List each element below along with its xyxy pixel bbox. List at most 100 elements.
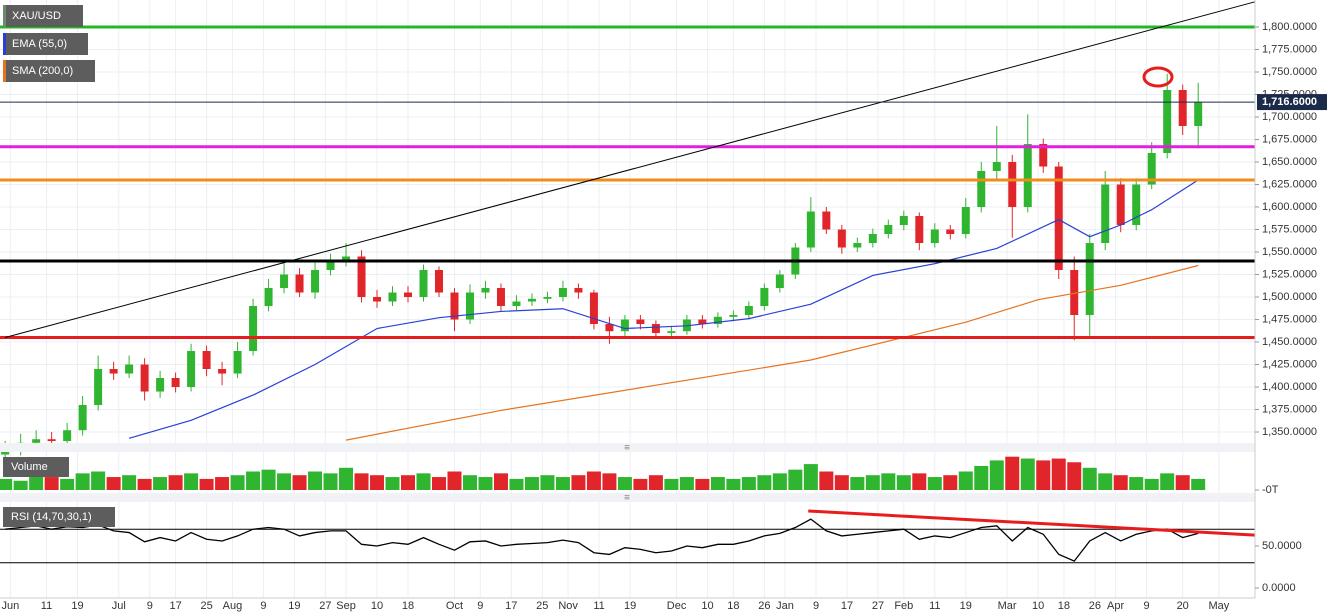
- volume-bar: [896, 475, 911, 490]
- candle-body: [868, 234, 877, 244]
- candle-body: [1132, 184, 1141, 226]
- volume-bar: [1020, 458, 1035, 490]
- candle-body: [760, 288, 769, 307]
- candle-body: [63, 430, 72, 442]
- candle-body: [311, 270, 320, 293]
- legend-label: EMA (55,0): [12, 38, 67, 50]
- volume-bar: [648, 475, 663, 490]
- candle-body: [899, 216, 908, 226]
- highlight-circle: [1142, 66, 1174, 88]
- candle-body: [620, 319, 629, 332]
- candle-body: [218, 369, 227, 374]
- candle-body: [140, 364, 149, 392]
- volume-bar: [881, 473, 896, 490]
- x-tick-label: 26: [758, 600, 770, 612]
- legend-box[interactable]: [3, 5, 83, 27]
- volume-bar: [29, 475, 44, 490]
- volume-bar: [153, 477, 168, 490]
- candle-body: [419, 270, 428, 298]
- candle-body: [837, 229, 846, 248]
- x-tick-label: 19: [288, 600, 300, 612]
- x-tick-label: 11: [593, 600, 604, 612]
- candle-body: [388, 292, 397, 302]
- candle-body: [32, 439, 41, 443]
- y-tick-label: 1,750.0000: [1262, 66, 1317, 78]
- candle-body: [1054, 166, 1063, 271]
- candle-body: [915, 216, 924, 244]
- candle-body: [527, 298, 536, 302]
- volume-bar: [571, 475, 586, 490]
- x-tick-label: Apr: [1107, 600, 1124, 612]
- candle-body: [465, 292, 474, 320]
- candle-body: [450, 292, 459, 320]
- volume-bar: [679, 477, 694, 490]
- candle-body: [1178, 90, 1187, 127]
- x-tick-label: 9: [813, 600, 819, 612]
- candle-body: [992, 162, 1001, 172]
- candle-body: [47, 439, 56, 442]
- volume-bar: [401, 475, 416, 490]
- y-tick-label: 1,375.0000: [1262, 403, 1317, 415]
- last-price-label: 1,716.6000: [1262, 96, 1317, 108]
- legend-swatch: [3, 33, 6, 55]
- candle-body: [822, 211, 831, 230]
- x-tick-label: 20: [1177, 600, 1189, 612]
- volume-bar: [1175, 475, 1190, 490]
- candle-body: [125, 364, 134, 374]
- plot: [0, 1, 1256, 564]
- resize-handle[interactable]: ≡: [624, 493, 630, 504]
- candle-body: [1163, 90, 1172, 154]
- candle-body: [574, 288, 583, 293]
- x-tick-label: Jul: [112, 600, 126, 612]
- volume-bar: [524, 477, 539, 490]
- legend-box[interactable]: [3, 507, 115, 527]
- volume-bar: [819, 471, 834, 490]
- x-tick-label: 17: [505, 600, 517, 612]
- volume-bar: [13, 480, 28, 490]
- y-tick-label: 1,550.0000: [1262, 246, 1317, 258]
- y-tick-label: 1,775.0000: [1262, 43, 1317, 55]
- volume-bar: [1036, 460, 1051, 490]
- candle-body: [961, 207, 970, 235]
- x-tick-label: 19: [960, 600, 972, 612]
- panel-separator: [0, 493, 1255, 502]
- candle-body: [481, 288, 490, 293]
- volume-bar: [958, 471, 973, 490]
- legend-box[interactable]: [3, 60, 95, 82]
- legend-box[interactable]: [3, 33, 88, 55]
- volume-bar: [726, 478, 741, 490]
- candle-body: [775, 274, 784, 289]
- volume-bar: [1160, 473, 1175, 490]
- y-tick-label: -0T: [1262, 484, 1279, 496]
- legend-box[interactable]: [3, 457, 69, 477]
- volume-bar: [927, 477, 942, 490]
- volume-bar: [1005, 456, 1020, 490]
- x-tick-label: 9: [260, 600, 266, 612]
- volume-bar: [509, 478, 524, 490]
- x-tick-label: Feb: [894, 600, 913, 612]
- candle-body: [605, 324, 614, 332]
- y-tick-label: 1,700.0000: [1262, 111, 1317, 123]
- candle-body: [342, 256, 351, 262]
- y-tick-label: 1,625.0000: [1262, 178, 1317, 190]
- candle-body: [1039, 144, 1048, 167]
- volume-bar: [555, 477, 570, 490]
- y-tick-label: 1,800.0000: [1262, 21, 1317, 33]
- volume-bar: [1051, 458, 1066, 490]
- volume-bar: [1113, 475, 1128, 490]
- x-tick-label: 27: [319, 600, 331, 612]
- volume-bar: [60, 478, 75, 490]
- candle-body: [187, 351, 196, 388]
- y-tick-label: 1,475.0000: [1262, 313, 1317, 325]
- y-tick-label: 1,350.0000: [1262, 426, 1317, 438]
- volume-bar: [44, 477, 59, 490]
- volume-bar: [943, 475, 958, 490]
- resize-handle[interactable]: ≡: [624, 443, 630, 454]
- last-price-box: [1257, 94, 1327, 111]
- legend-label: XAU/USD: [12, 10, 61, 22]
- y-tick-label: 1,675.0000: [1262, 133, 1317, 145]
- x-tick-label: 18: [1058, 600, 1070, 612]
- volume-bar: [292, 475, 307, 490]
